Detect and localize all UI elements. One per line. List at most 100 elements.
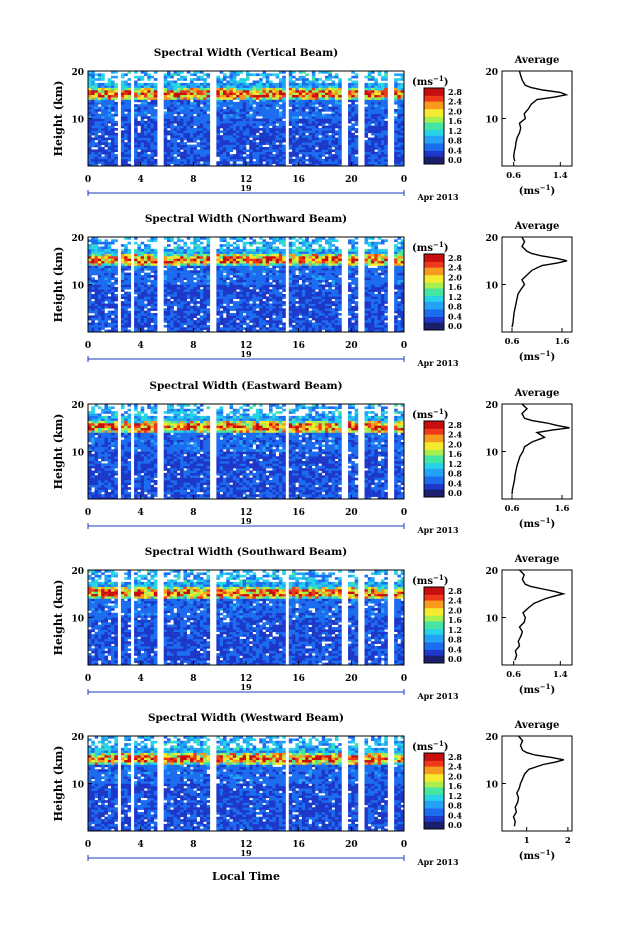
heatmap-cell: [272, 111, 276, 115]
heatmap-cell: [272, 241, 276, 245]
heatmap-cell: [265, 251, 270, 254]
heatmap-cell: [173, 315, 178, 319]
heatmap-cell: [236, 111, 240, 115]
heatmap-cell: [229, 156, 234, 160]
heatmap-cell: [354, 139, 359, 143]
heatmap-cell: [153, 294, 158, 297]
heatmap-cell: [288, 147, 293, 150]
heatmap-cell: [259, 298, 263, 302]
heatmap-cell: [334, 139, 339, 143]
heatmap-cell: [255, 291, 260, 295]
heatmap-cell: [127, 144, 132, 148]
heatmap-cell: [186, 324, 191, 328]
heatmap-cell: [278, 161, 283, 164]
heatmap-cell: [101, 125, 105, 129]
heatmap-cell: [236, 282, 240, 285]
heatmap-cell: [88, 163, 92, 167]
heatmap-cell: [278, 90, 283, 93]
heatmap-cell: [216, 305, 220, 309]
heatmap-cell: [265, 97, 270, 100]
heatmap-cell: [140, 132, 145, 136]
heatmap-cell: [292, 101, 296, 105]
heatmap-cell: [226, 147, 230, 150]
heatmap-cell: [140, 130, 145, 134]
heatmap-cell: [288, 130, 293, 134]
heatmap-cell: [216, 99, 220, 103]
heatmap-cell: [282, 258, 286, 262]
heatmap-cell: [107, 291, 112, 295]
heatmap-cell: [94, 161, 99, 164]
heatmap-cell: [338, 137, 342, 141]
heatmap-cell: [104, 109, 109, 112]
heatmap-cell: [252, 270, 257, 273]
heatmap-cell: [196, 144, 201, 148]
heatmap-cell: [252, 329, 257, 333]
heatmap-cell: [222, 132, 227, 136]
heatmap-cell: [242, 320, 247, 323]
heatmap-cell: [275, 163, 280, 167]
heatmap-cell: [173, 90, 178, 93]
heatmap-cell: [269, 161, 273, 164]
heatmap-cell: [259, 237, 263, 240]
heatmap-cell: [255, 120, 260, 124]
heatmap-cell: [203, 308, 207, 311]
heatmap-cell: [275, 151, 280, 155]
heatmap-cell: [282, 82, 286, 86]
heatmap-cell: [176, 294, 181, 297]
heatmap-cell: [140, 151, 145, 155]
heatmap-cell: [275, 317, 280, 321]
heatmap-cell: [239, 277, 244, 281]
heatmap-cell: [196, 313, 201, 316]
heatmap-cell: [301, 104, 306, 107]
heatmap-cell: [124, 147, 128, 150]
heatmap-cell: [104, 163, 109, 167]
heatmap-cell: [190, 301, 194, 304]
heatmap-cell: [199, 132, 204, 136]
heatmap-cell: [384, 113, 388, 117]
heatmap-cell: [94, 248, 99, 252]
heatmap-cell: [236, 118, 240, 122]
heatmap-cell: [400, 139, 405, 143]
heatmap-cell: [269, 298, 273, 302]
heatmap-cell: [255, 128, 260, 131]
heatmap-cell: [114, 313, 118, 316]
heatmap-cell: [236, 104, 240, 107]
heatmap-cell: [338, 118, 342, 122]
heatmap-cell: [216, 116, 220, 119]
heatmap-cell: [190, 101, 194, 105]
heatmap-cell: [262, 313, 267, 316]
heatmap-cell: [242, 99, 247, 103]
heatmap-cell: [249, 270, 253, 273]
heatmap-cell: [249, 101, 253, 105]
heatmap-cell: [127, 248, 132, 252]
heatmap-cell: [190, 92, 194, 96]
heatmap-cell: [193, 303, 197, 307]
heatmap-cell: [334, 151, 339, 155]
heatmap-cell: [321, 80, 326, 84]
heatmap-cell: [147, 327, 151, 330]
colorbar-segment: [424, 93, 444, 96]
heatmap-cell: [219, 118, 224, 122]
heatmap-cell: [265, 277, 270, 281]
heatmap-cell: [163, 128, 168, 131]
heatmap-cell: [124, 282, 128, 285]
heatmap-cell: [124, 132, 128, 136]
heatmap-cell: [88, 151, 92, 155]
heatmap-cell: [190, 73, 194, 77]
heatmap-cell: [236, 267, 240, 271]
heatmap-cell: [101, 128, 105, 131]
heatmap-cell: [186, 258, 191, 262]
heatmap-cell: [246, 99, 250, 103]
heatmap-cell: [384, 154, 388, 157]
heatmap-cell: [278, 284, 283, 288]
heatmap-cell: [265, 270, 270, 273]
heatmap-cell: [143, 294, 148, 297]
heatmap-cell: [153, 128, 158, 131]
heatmap-cell: [147, 256, 151, 259]
heatmap-cell: [150, 260, 155, 264]
x-tick-label: 4: [138, 175, 144, 185]
heatmap-cell: [272, 125, 276, 129]
heatmap-cell: [190, 322, 194, 326]
heatmap-cell: [301, 161, 306, 164]
heatmap-cell: [308, 128, 313, 131]
